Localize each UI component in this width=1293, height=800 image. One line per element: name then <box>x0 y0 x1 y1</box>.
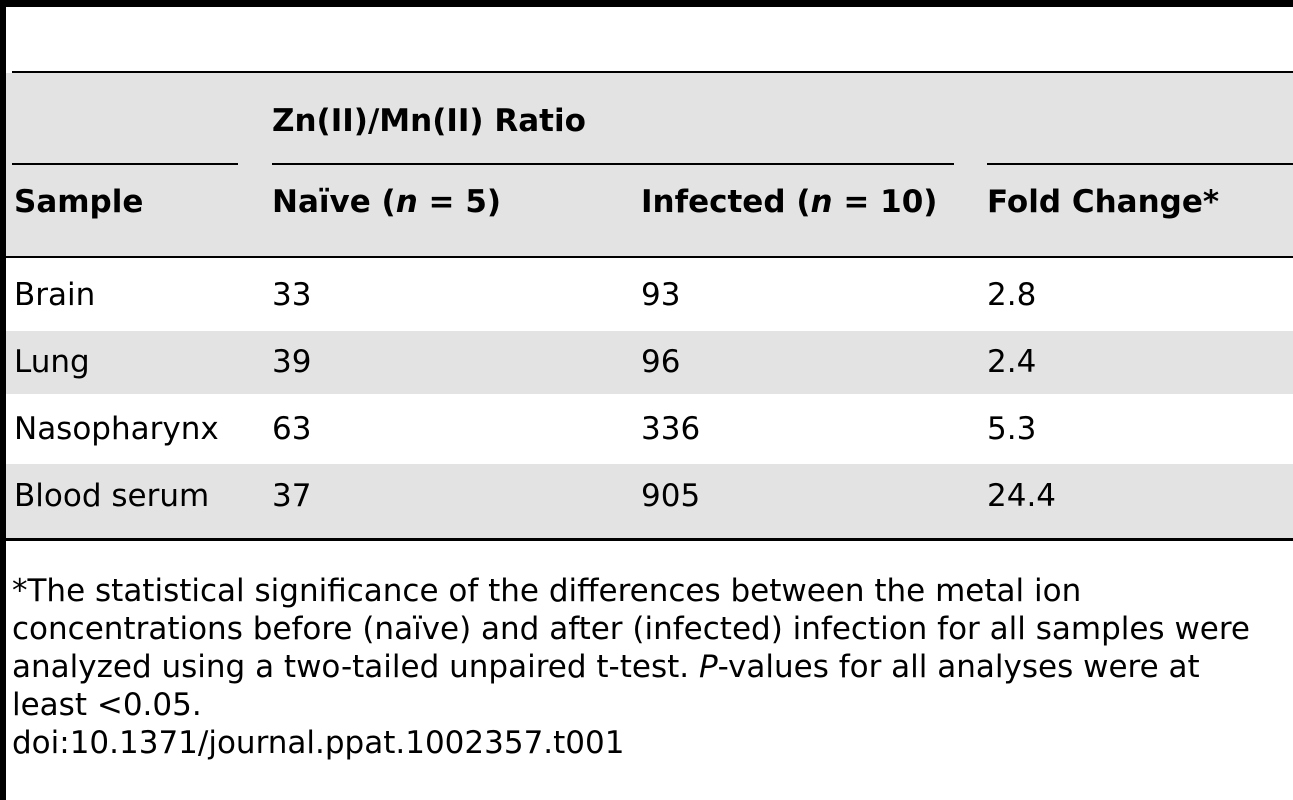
p-symbol: P <box>698 649 718 685</box>
footnote-line: concentrations before (naïve) and after … <box>12 611 1251 647</box>
table-cell-fold: 24.4 <box>987 478 1057 514</box>
doi-link[interactable]: doi:10.1371/journal.ppat.1002357.t001 <box>12 725 625 761</box>
naive-n-value: = 5) <box>417 184 502 220</box>
group-underline-ratio <box>272 163 954 165</box>
group-underline-fold <box>987 163 1293 165</box>
col-header-infected: Infected (n = 10) <box>641 182 937 222</box>
row-stripe-lung <box>6 331 1293 394</box>
table-cell-naive: 33 <box>272 277 312 313</box>
footnote-line-part: analyzed using a two-tailed unpaired t-t… <box>12 649 699 685</box>
left-border <box>0 0 6 800</box>
infected-label: Infected ( <box>641 184 811 220</box>
table-cell-sample: Lung <box>14 344 90 380</box>
footnote-line: least <0.05. <box>12 687 202 723</box>
top-border <box>0 0 1293 7</box>
infected-n-symbol: n <box>810 184 833 220</box>
table-cell-fold: 5.3 <box>987 411 1037 447</box>
table-cell-naive: 63 <box>272 411 312 447</box>
naive-n-symbol: n <box>395 184 418 220</box>
group-header: Zn(II)/Mn(II) Ratio <box>272 103 586 139</box>
header-bottom-rule <box>6 256 1293 258</box>
table-bottom-rule <box>6 538 1293 541</box>
table-cell-infected: 336 <box>641 411 701 447</box>
table-cell-naive: 37 <box>272 478 312 514</box>
col-header-fold: Fold Change* <box>987 184 1220 220</box>
infected-n-value: = 10) <box>832 184 938 220</box>
naive-label: Naïve ( <box>272 184 396 220</box>
footnote-line-part: -values for all analyses were at <box>717 649 1200 685</box>
table-cell-sample: Nasopharynx <box>14 411 219 447</box>
table-cell-infected: 905 <box>641 478 701 514</box>
table-cell-sample: Blood serum <box>14 478 210 514</box>
table-cell-fold: 2.8 <box>987 277 1037 313</box>
table-cell-fold: 2.4 <box>987 344 1037 380</box>
footnote-line: *The statistical significance of the dif… <box>12 573 1082 609</box>
table-cell-naive: 39 <box>272 344 312 380</box>
table-cell-infected: 96 <box>641 344 681 380</box>
header-background <box>6 73 1293 258</box>
col-header-naive: Naïve (n = 5) <box>272 182 501 222</box>
table-cell-sample: Brain <box>14 277 96 313</box>
footnote-line: analyzed using a two-tailed unpaired t-t… <box>12 648 1292 686</box>
group-underline-sample <box>12 163 238 165</box>
table-footnote: *The statistical significance of the dif… <box>12 572 1292 762</box>
row-stripe-blood-serum <box>6 464 1293 539</box>
col-header-sample: Sample <box>14 184 144 220</box>
header-top-rule <box>12 71 1293 73</box>
table-cell-infected: 93 <box>641 277 681 313</box>
